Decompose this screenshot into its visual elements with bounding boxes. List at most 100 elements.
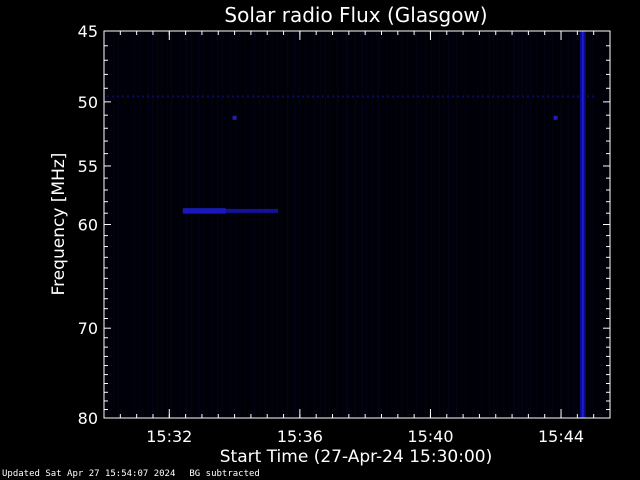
background-stripe	[587, 32, 588, 417]
background-stripe	[161, 32, 162, 417]
interference-dot	[192, 95, 194, 98]
interference-dot	[357, 95, 359, 98]
background-stripe	[425, 32, 426, 417]
background-stripe	[152, 32, 153, 417]
interference-dot	[427, 95, 429, 98]
background-stripe	[259, 32, 260, 417]
interference-dot	[547, 95, 549, 98]
interference-dot	[147, 95, 149, 98]
interference-dot	[592, 95, 594, 98]
background-stripe	[265, 32, 266, 417]
background-stripe	[518, 32, 519, 417]
background-note: BG subtracted	[189, 469, 260, 479]
background-stripe	[191, 32, 192, 417]
interference-dot	[347, 95, 349, 98]
interference-dot	[457, 95, 459, 98]
y-tick-label: 70	[78, 319, 98, 338]
interference-dot	[297, 95, 299, 98]
interference-dot	[472, 95, 474, 98]
background-stripe	[473, 32, 474, 417]
interference-dot	[107, 95, 109, 98]
interference-dot	[577, 95, 579, 98]
chart-title: Solar radio Flux (Glasgow)	[224, 3, 487, 27]
y-axis: 45 50 55 60 70 80	[78, 22, 610, 428]
background-stripe	[125, 32, 126, 417]
x-axis: 15:32 15:36 15:40 15:44	[119, 31, 595, 446]
interference-dot	[247, 95, 249, 98]
interference-dot	[342, 95, 344, 98]
plot-area	[104, 31, 610, 418]
background-stripe	[277, 32, 278, 417]
interference-dot	[277, 95, 279, 98]
interference-dot	[332, 95, 334, 98]
background-stripe	[362, 32, 363, 417]
background-stripe	[386, 32, 387, 417]
background-stripe	[568, 32, 569, 417]
background-stripe	[346, 32, 347, 417]
interference-dot	[452, 95, 454, 98]
interference-dot	[527, 95, 529, 98]
background-stripe	[444, 32, 445, 417]
background-stripe	[378, 32, 379, 417]
interference-dot	[222, 95, 224, 98]
interference-dot	[287, 95, 289, 98]
background-stripe	[320, 32, 321, 417]
interference-dot	[327, 95, 329, 98]
interference-dot	[137, 95, 139, 98]
background-stripe	[448, 32, 449, 417]
blip-mark	[553, 115, 558, 120]
background-stripe	[148, 32, 149, 417]
interference-dot	[487, 95, 489, 98]
interference-dot	[372, 95, 374, 98]
blip-mark	[232, 115, 237, 120]
background-stripe	[372, 32, 373, 417]
background-stripe	[401, 32, 402, 417]
background-stripe	[481, 32, 482, 417]
background-stripe	[186, 32, 187, 417]
background-stripe	[552, 32, 553, 417]
interference-dot	[202, 95, 204, 98]
background-stripe	[574, 32, 575, 417]
background-stripe	[113, 32, 114, 417]
interference-dot	[537, 95, 539, 98]
interference-dot	[262, 95, 264, 98]
interference-dot	[152, 95, 154, 98]
interference-dot	[232, 95, 234, 98]
x-axis-label: Start Time (27-Apr-24 15:30:00)	[220, 447, 492, 467]
interference-dot	[567, 95, 569, 98]
background-stripe	[544, 32, 545, 417]
background-stripe	[230, 32, 231, 417]
interference-dot	[502, 95, 504, 98]
interference-dot	[447, 95, 449, 98]
background-stripe	[561, 32, 562, 417]
background-stripe	[254, 32, 255, 417]
status-footer: Updated Sat Apr 27 15:54:07 2024 BG subtr…	[2, 469, 274, 479]
interference-dot	[422, 95, 424, 98]
background-stripe	[536, 32, 537, 417]
background-stripe	[522, 32, 523, 417]
y-axis-label: Frequency [MHz]	[49, 153, 69, 296]
interference-dot	[172, 95, 174, 98]
y-tick-label: 55	[78, 157, 98, 176]
background-stripe	[171, 32, 172, 417]
interference-dot	[497, 95, 499, 98]
interference-dot	[217, 95, 219, 98]
y-tick-label: 45	[78, 22, 98, 41]
background-stripe	[294, 32, 295, 417]
burst-tail	[182, 208, 279, 213]
interference-dot	[397, 95, 399, 98]
interference-dot	[417, 95, 419, 98]
background-stripe	[329, 32, 330, 417]
interference-dot	[477, 95, 479, 98]
interference-dot	[267, 95, 269, 98]
interference-dot	[207, 95, 209, 98]
background-stripe	[217, 32, 218, 417]
interference-dot	[517, 95, 519, 98]
background-stripe	[497, 32, 498, 417]
background-stripe	[465, 32, 466, 417]
interference-dot	[392, 95, 394, 98]
interference-dot	[117, 95, 119, 98]
interference-dot	[122, 95, 124, 98]
interference-dot	[507, 95, 509, 98]
y-tick-label: 60	[78, 216, 98, 235]
